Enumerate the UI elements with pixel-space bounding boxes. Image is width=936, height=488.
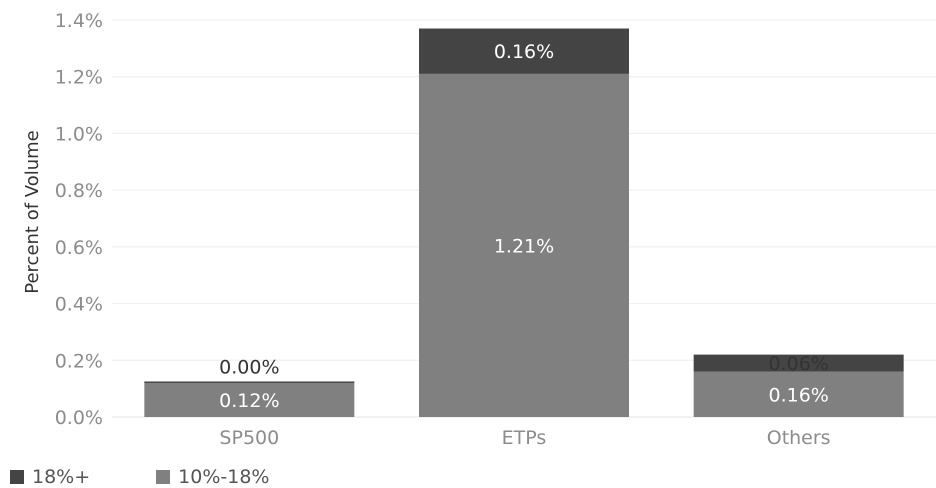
data-label: 1.21% bbox=[494, 235, 554, 257]
bar-others-high bbox=[693, 354, 904, 372]
y-axis-label: Percent of Volume bbox=[22, 130, 43, 293]
y-tick-label: 1.4% bbox=[55, 10, 103, 32]
legend: 18%+ 10%-18% bbox=[10, 466, 269, 488]
data-label: 0.12% bbox=[219, 390, 279, 412]
legend-label-18plus: 18%+ bbox=[32, 466, 91, 488]
bar-sp500-low bbox=[144, 382, 355, 417]
data-label: 0.06% bbox=[768, 353, 828, 375]
y-axis-ticks: 0.0% 0.2% 0.4% 0.6% 0.8% 1.0% 1.2% 1.4% bbox=[55, 10, 103, 429]
bar-sp500-high bbox=[144, 381, 355, 383]
bars bbox=[144, 28, 904, 417]
stacked-bar-chart: 0.0% 0.2% 0.4% 0.6% 0.8% 1.0% 1.2% 1.4% Percent… bbox=[22, 10, 936, 449]
y-tick-label: 0.0% bbox=[55, 407, 103, 429]
y-tick-label: 1.0% bbox=[55, 123, 103, 145]
data-labels: 0.12% 0.00% 1.21% 0.16% 0.16% 0.06% bbox=[219, 41, 829, 412]
legend-item-10-18: 10%-18% bbox=[156, 466, 269, 488]
y-tick-label: 0.2% bbox=[55, 350, 103, 372]
bar-etps-high bbox=[419, 28, 629, 74]
y-tick-label: 0.8% bbox=[55, 180, 103, 202]
data-label: 0.16% bbox=[494, 41, 554, 63]
legend-item-18plus: 18%+ bbox=[10, 466, 90, 488]
legend-label-10-18: 10%-18% bbox=[178, 466, 270, 488]
y-tick-label: 0.4% bbox=[55, 294, 103, 316]
data-label: 0.00% bbox=[219, 356, 279, 378]
x-category-label: Others bbox=[767, 427, 831, 449]
data-label: 0.16% bbox=[768, 384, 828, 406]
y-tick-label: 0.6% bbox=[55, 237, 103, 259]
bar-others-low bbox=[693, 371, 904, 417]
legend-swatch-18plus bbox=[10, 470, 24, 484]
x-category-label: ETPs bbox=[502, 427, 547, 449]
bar-etps-low bbox=[419, 73, 629, 417]
category-labels: SP500 ETPs Others bbox=[219, 427, 830, 449]
x-category-label: SP500 bbox=[219, 427, 279, 449]
legend-swatch-10-18 bbox=[156, 470, 171, 484]
y-tick-label: 1.2% bbox=[55, 67, 103, 89]
